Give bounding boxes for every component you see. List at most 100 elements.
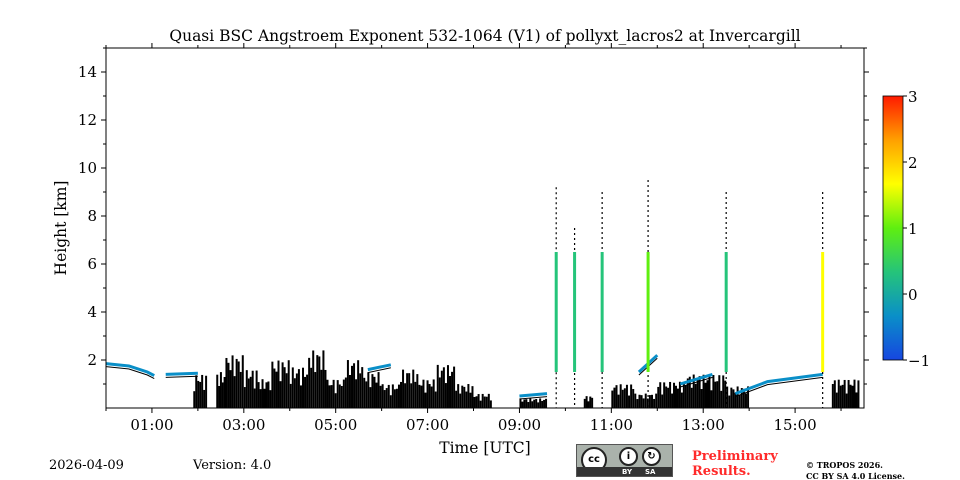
cloud-column xyxy=(657,386,660,408)
cloud-column xyxy=(241,355,244,408)
cloud-column xyxy=(653,398,656,408)
cloud-column xyxy=(308,357,311,408)
cloud-column xyxy=(539,398,542,408)
cloud-column xyxy=(851,385,854,408)
cloud-column xyxy=(673,382,676,408)
cloud-column xyxy=(630,384,633,408)
cloud-column xyxy=(744,393,747,408)
cloud-column xyxy=(467,384,470,408)
cc-license-badge[interactable]: cc i ↻ BY SA xyxy=(576,444,673,477)
cloud-column xyxy=(422,379,425,408)
cloud-column xyxy=(591,397,594,408)
x-tick-label: 01:00 xyxy=(130,416,173,434)
streak-colored xyxy=(554,252,558,372)
cloud-column xyxy=(219,372,222,408)
cloud-column xyxy=(640,395,643,408)
cloud-column xyxy=(385,388,388,408)
cloud-column xyxy=(841,384,844,408)
colorbar-tick-label: 1 xyxy=(908,220,918,238)
cloud-column xyxy=(722,375,725,408)
attribution-icon: i xyxy=(619,447,638,466)
cloud-column xyxy=(453,366,456,408)
cloud-column xyxy=(459,393,462,408)
cloud-column xyxy=(304,376,307,408)
aerosol-layer xyxy=(165,371,198,376)
cloud-column xyxy=(671,393,674,408)
cloud-column xyxy=(395,388,398,408)
cloud-column xyxy=(696,379,699,408)
cloud-column xyxy=(400,381,403,408)
cloud-column xyxy=(346,360,349,408)
by-label: BY xyxy=(622,468,633,476)
cloud-column xyxy=(541,400,544,408)
cloud-column xyxy=(706,380,709,408)
cloud-column xyxy=(479,400,482,408)
cloud-column xyxy=(667,387,670,408)
cloud-column xyxy=(332,379,335,408)
cloud-column xyxy=(377,372,380,408)
cloud-column xyxy=(732,389,735,408)
cloud-column xyxy=(195,375,198,408)
cloud-column xyxy=(310,367,313,408)
cloud-column xyxy=(444,383,447,408)
cloud-column xyxy=(843,379,846,408)
cloud-column xyxy=(440,370,443,408)
copyright-note: © TROPOS 2026. CC BY SA 4.0 License. xyxy=(806,460,905,480)
cloud-column xyxy=(487,393,490,408)
cloud-column xyxy=(373,376,376,408)
cloud-column xyxy=(521,401,524,408)
cloud-column xyxy=(680,392,683,408)
version-label: Version: 4.0 xyxy=(193,458,272,473)
cloud-column xyxy=(371,374,374,408)
cloud-column xyxy=(336,380,339,408)
cloud-column xyxy=(342,379,345,408)
cloud-column xyxy=(669,381,672,408)
cloud-column xyxy=(314,372,317,408)
cloud-column xyxy=(361,367,364,408)
y-tick-label: 14 xyxy=(78,63,97,81)
cloud-column xyxy=(483,396,486,408)
cloud-column xyxy=(344,377,347,408)
cloud-column xyxy=(583,398,586,408)
cloud-column xyxy=(279,381,282,408)
cloud-column xyxy=(465,391,468,408)
cloud-column xyxy=(218,385,221,408)
cloud-column xyxy=(357,360,360,408)
cloud-column xyxy=(638,394,641,408)
cloud-column xyxy=(734,392,737,408)
cloud-column xyxy=(299,385,302,408)
cloud-column xyxy=(628,395,631,408)
cloud-column xyxy=(397,384,400,408)
cloud-column xyxy=(408,373,411,408)
cloud-column xyxy=(455,390,458,408)
cloud-column xyxy=(686,378,689,408)
cloud-column xyxy=(839,385,842,408)
cloud-column xyxy=(320,369,323,408)
cloud-column xyxy=(694,383,697,408)
cloud-column xyxy=(833,380,836,408)
cloud-column xyxy=(293,378,296,408)
cloud-column xyxy=(261,379,264,408)
cloud-column xyxy=(489,400,492,408)
cloud-column xyxy=(369,387,372,408)
cloud-column xyxy=(302,367,305,408)
cloud-column xyxy=(457,384,460,408)
share-alike-icon: ↻ xyxy=(642,447,661,466)
cloud-column xyxy=(197,380,200,408)
x-tick-label: 07:00 xyxy=(406,416,449,434)
cloud-column xyxy=(463,386,466,408)
cloud-column xyxy=(845,393,848,408)
copyright-line-2: CC BY SA 4.0 License. xyxy=(806,471,905,480)
cloud-column xyxy=(253,388,256,408)
cloud-base-line xyxy=(519,396,548,400)
cloud-column xyxy=(340,385,343,408)
cloud-column xyxy=(853,379,856,408)
cloud-column xyxy=(740,388,743,408)
cloud-column xyxy=(684,384,687,408)
cloud-column xyxy=(247,378,250,408)
y-tick-label: 4 xyxy=(87,303,97,321)
cloud-column xyxy=(651,394,654,408)
cloud-column xyxy=(736,386,739,408)
